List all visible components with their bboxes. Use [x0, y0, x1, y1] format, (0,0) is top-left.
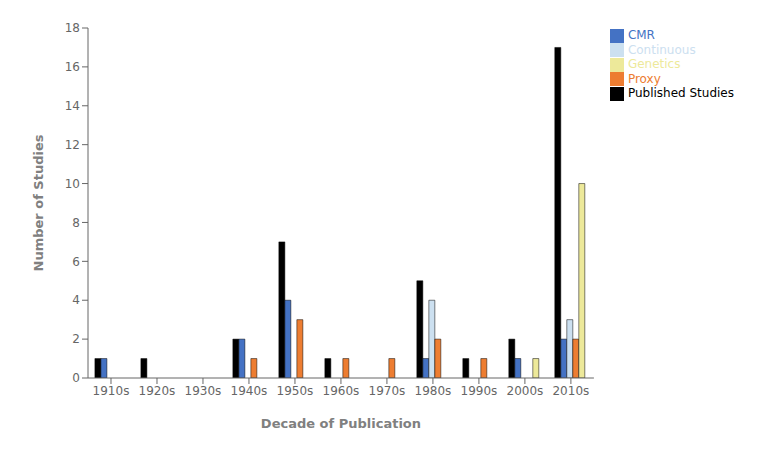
svg-text:1960s: 1960s [323, 384, 360, 398]
svg-text:1990s: 1990s [461, 384, 498, 398]
svg-text:1930s: 1930s [185, 384, 222, 398]
svg-text:12: 12 [65, 138, 80, 152]
svg-text:6: 6 [72, 255, 80, 269]
html-text:Proxy: Proxy [627, 71, 661, 86]
html-text:Genetics: Genetics [627, 57, 681, 71]
svg-text:1970s: 1970s [369, 384, 406, 398]
html-text:Continuous: Continuous [627, 42, 696, 57]
svg-text:10: 10 [65, 177, 80, 191]
html-text:CMR: CMR [627, 28, 655, 42]
svg-text:18: 18 [65, 21, 80, 35]
svg-text:0: 0 [72, 371, 80, 385]
svg-text:16: 16 [65, 60, 80, 74]
svg-text:1950s: 1950s [277, 384, 314, 398]
svg-text:2010s: 2010s [552, 384, 589, 398]
svg-text:1920s: 1920s [139, 384, 176, 398]
svg-text:8: 8 [72, 216, 80, 230]
html-text:Published Studies: Published Studies [627, 86, 734, 100]
svg-text:14: 14 [65, 99, 80, 113]
svg-text:2000s: 2000s [507, 384, 544, 398]
svg-text:Number of Studies: Number of Studies [31, 134, 46, 271]
svg-text:2: 2 [72, 332, 80, 346]
svg-text:1980s: 1980s [415, 384, 452, 398]
svg-text:1910s: 1910s [93, 384, 130, 398]
svg-text:Decade of Publication: Decade of Publication [261, 416, 421, 431]
svg-text:1940s: 1940s [231, 384, 268, 398]
svg-text:4: 4 [72, 293, 80, 307]
